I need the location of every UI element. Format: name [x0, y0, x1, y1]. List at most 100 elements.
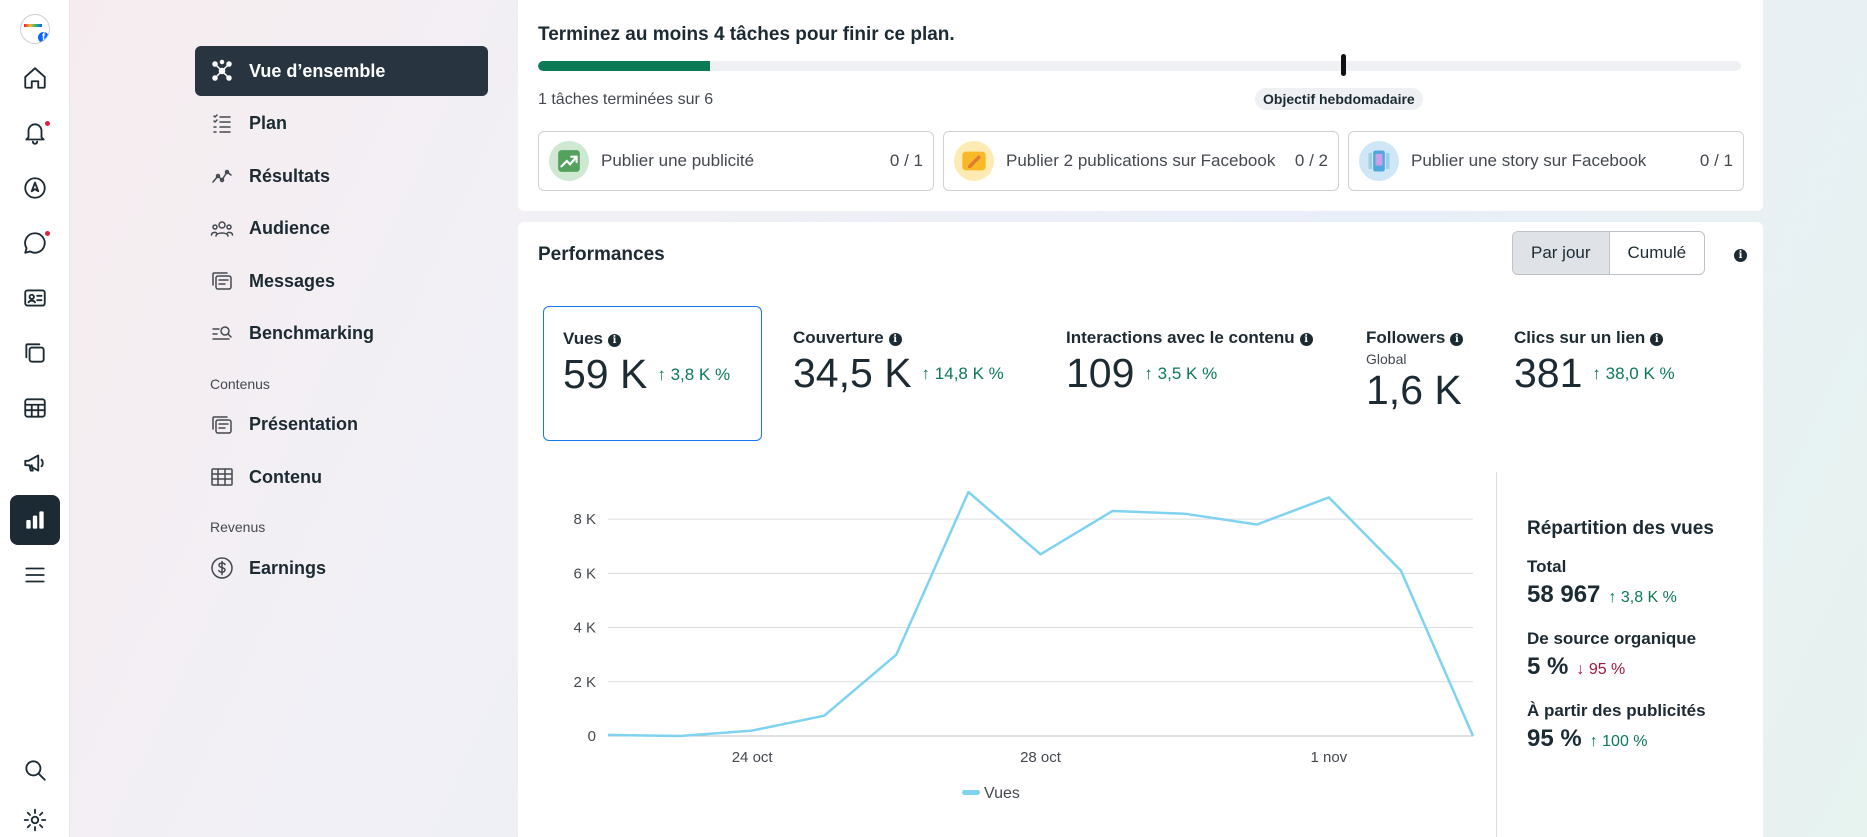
weekly-goal-label: Objectif hebdomadaire [1255, 88, 1423, 110]
metric-value: 59 K [563, 351, 648, 397]
chart-divider [1496, 472, 1497, 837]
nav-item-label: Plan [249, 113, 288, 133]
section-heading-revenue: Revenus [210, 519, 266, 535]
nav-item-messages[interactable]: Messages [195, 256, 488, 306]
x-tick-label: 28 oct [1020, 749, 1062, 766]
toggle-per-day[interactable]: Par jour [1513, 232, 1610, 274]
metric-value: 1,6 K [1366, 367, 1462, 413]
table-icon[interactable] [10, 383, 60, 433]
dollar-icon [209, 555, 235, 581]
insights-icon[interactable] [10, 495, 60, 545]
metric-label: Interactions avec le contenu [1066, 328, 1295, 347]
metric-interactions[interactable]: Interactions avec le contenu i 109 ↑ 3,5 K… [1066, 328, 1313, 397]
plan-progress-fill [538, 61, 711, 71]
page-avatar[interactable]: f [20, 14, 50, 44]
gear-icon[interactable] [10, 795, 60, 837]
y-tick-label: 6 K [573, 565, 596, 582]
legend-label: Vues [984, 785, 1020, 802]
metric-value: 109 [1066, 350, 1135, 396]
nav-item-audience[interactable]: Audience [195, 204, 488, 254]
plan-title: Terminez au moins 4 tâches pour finir ce… [538, 24, 955, 45]
contacts-icon[interactable] [10, 273, 60, 323]
info-icon[interactable]: i [608, 334, 622, 347]
metric-label: Clics sur un lien [1514, 328, 1646, 347]
metric-value: 381 [1514, 350, 1583, 396]
tasks-completed-text: 1 tâches terminées sur 6 [538, 91, 714, 108]
task-label: Publier une publicité [601, 151, 755, 170]
home-icon[interactable] [10, 53, 60, 103]
metric-label: Couverture [793, 328, 884, 347]
task-label: Publier une story sur Facebook [1411, 151, 1647, 170]
bell-icon[interactable] [10, 108, 60, 158]
trend-up-icon [549, 141, 589, 181]
nav-item-label: Vue d’ensemble [249, 60, 386, 81]
metric-label: Followers [1366, 328, 1446, 347]
total-value: 58 967 [1527, 581, 1601, 608]
metric-views[interactable]: Vues i 59 K ↑ 3,8 K % [543, 306, 762, 441]
aggregation-toggle: Par jour Cumulé [1512, 231, 1706, 275]
menu-icon[interactable] [10, 550, 60, 600]
weekly-goal-marker [1341, 54, 1346, 76]
metric-followers[interactable]: Followers i Global 1,6 K [1366, 328, 1464, 414]
metric-label: Vues [563, 329, 604, 348]
metric-delta: ↑ 14,8 K % [921, 364, 1004, 383]
y-tick-label: 8 K [573, 511, 596, 528]
nav-item-content[interactable]: Contenu [195, 452, 488, 502]
insights-nav: Vue d’ensemble Plan Résultats Audience M… [195, 46, 488, 596]
nav-item-overview[interactable]: Vue d’ensemble [195, 46, 488, 96]
organic-value: 5 % [1527, 653, 1569, 680]
task-publish-story[interactable]: Publier une story sur Facebook 0 / 1 [1348, 131, 1744, 191]
metric-link-clicks[interactable]: Clics sur un lien i 381 ↑ 38,0 K % [1514, 328, 1675, 397]
audience-icon [209, 216, 235, 242]
avatar-logo [24, 24, 42, 27]
nav-item-plan[interactable]: Plan [195, 99, 488, 149]
info-icon[interactable]: i [1450, 333, 1464, 346]
notification-dot [44, 120, 51, 127]
task-publish-posts[interactable]: Publier 2 publications sur Facebook 0 / … [943, 131, 1339, 191]
total-label: Total [1527, 557, 1567, 576]
chat-icon[interactable] [10, 218, 60, 268]
y-tick-label: 2 K [573, 674, 596, 691]
benchmarking-icon [209, 321, 235, 347]
views-line-chart: 0 2 K 4 K 6 K 8 K 24 oct 28 oct 1 nov Vues [573, 490, 1475, 802]
nav-item-label: Contenu [249, 466, 322, 487]
nav-item-presentation[interactable]: Présentation [195, 400, 488, 450]
series-line-vues [607, 490, 1475, 738]
organic-delta: ↓ 95 % [1576, 661, 1626, 678]
toggle-cumulative[interactable]: Cumulé [1627, 243, 1687, 262]
organic-label: De source organique [1527, 629, 1697, 648]
nav-item-results[interactable]: Résultats [195, 151, 488, 201]
messages-icon [209, 268, 235, 294]
nav-item-label: Earnings [249, 557, 327, 578]
megaphone-icon[interactable] [10, 438, 60, 488]
performance-title: Performances [538, 244, 665, 265]
left-rail: f [0, 0, 70, 837]
total-delta: ↑ 3,8 K % [1608, 589, 1677, 606]
info-icon[interactable]: i [1734, 249, 1747, 262]
pages-icon[interactable] [10, 328, 60, 378]
x-tick-label: 24 oct [732, 749, 774, 766]
nav-item-label: Présentation [249, 414, 359, 434]
task-count: 0 / 1 [889, 151, 923, 170]
ads-value: 95 % [1527, 725, 1582, 752]
nav-item-label: Résultats [249, 165, 331, 186]
x-tick-label: 1 nov [1310, 749, 1347, 766]
info-icon[interactable]: i [888, 333, 902, 346]
info-icon[interactable]: i [1299, 333, 1313, 346]
metric-sublabel: Global [1366, 351, 1407, 367]
story-icon [1359, 141, 1399, 181]
nav-item-benchmarking[interactable]: Benchmarking [195, 309, 488, 359]
y-tick-label: 4 K [573, 620, 596, 637]
task-count: 0 / 2 [1294, 151, 1328, 170]
search-icon[interactable] [10, 745, 60, 795]
notification-dot [44, 230, 51, 237]
nav-item-earnings[interactable]: Earnings [195, 543, 488, 593]
info-icon[interactable]: i [1650, 333, 1664, 346]
nav-item-label: Audience [249, 218, 331, 238]
content-table-icon [209, 464, 235, 490]
metric-reach[interactable]: Couverture i 34,5 K ↑ 14,8 K % [793, 328, 1004, 397]
compass-icon[interactable] [10, 163, 60, 213]
metric-delta: ↑ 38,0 K % [1592, 364, 1675, 383]
presentation-icon [209, 412, 235, 438]
task-publish-ad[interactable]: Publier une publicité 0 / 1 [538, 131, 934, 191]
